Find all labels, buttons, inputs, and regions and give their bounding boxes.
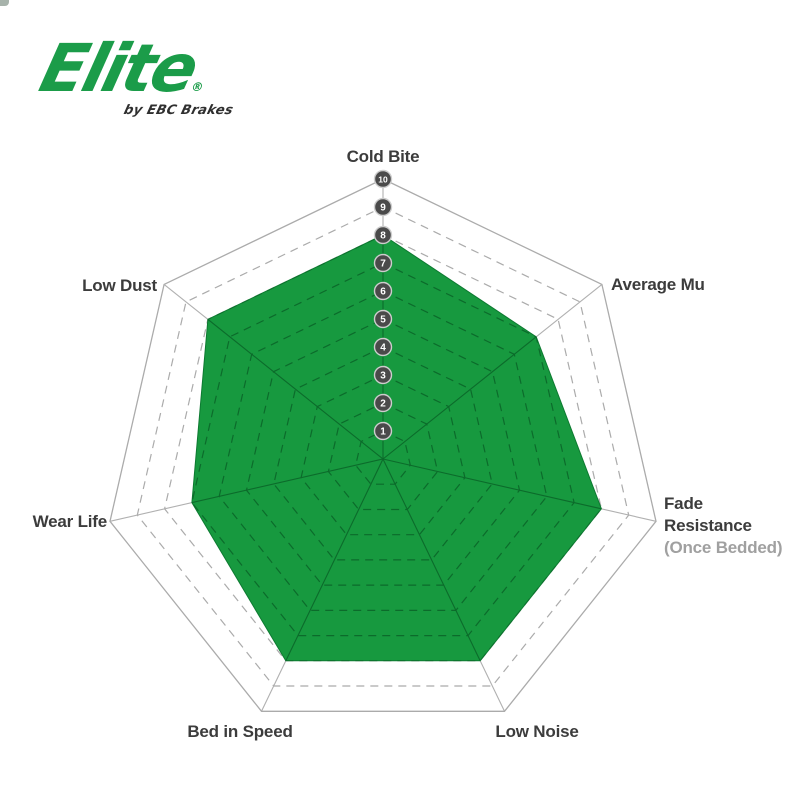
- axis-label-bed-in-speed: Bed in Speed: [187, 722, 292, 741]
- axis-spoke-fade-resistance: [382, 458, 602, 522]
- scale-badge-6: [373, 281, 393, 301]
- scale-badge-3: [373, 365, 393, 385]
- scale-badge-label-8: 8: [380, 231, 386, 242]
- scan-artifact-mark: [0, 0, 9, 6]
- axis-label-fade-resistance: Fade Resistance (Once Bedded): [664, 494, 782, 557]
- axis-sublabel: (Once Bedded): [664, 538, 782, 557]
- scale-ticks: 1 2 3 4 5 6 7 8 9 10: [373, 169, 393, 441]
- axis-label-cold-bite: Cold Bite: [347, 147, 420, 166]
- axis-labels: Cold Bite Average Mu Fade Resistance (Once B…: [33, 147, 783, 741]
- axis-label-low-noise: Low Noise: [495, 722, 578, 741]
- grid-ring-10: [109, 178, 657, 712]
- scale-badge-label-2: 2: [380, 399, 386, 410]
- grid-ring-7: [191, 262, 575, 637]
- axis-label-low-dust: Low Dust: [82, 276, 157, 295]
- grid-ring-4: [273, 346, 493, 561]
- scale-badge-label-6: 6: [380, 287, 386, 298]
- axis-label-line: Resistance: [664, 516, 752, 535]
- grid-ring-9: [136, 206, 630, 687]
- grid-ring-5: [245, 318, 521, 586]
- axis-spoke-bed-in-speed: [261, 458, 384, 661]
- scale-badge-10: [373, 169, 393, 189]
- grid-ring-6: [218, 290, 548, 612]
- scale-badge-label-9: 9: [380, 203, 386, 214]
- axis-label-line: Fade: [664, 494, 703, 513]
- scale-badge-label-5: 5: [380, 315, 386, 326]
- axis-spoke-wear-life: [191, 458, 384, 522]
- grid-ring-8: [163, 234, 603, 662]
- scale-badge-9: [373, 197, 393, 217]
- axis-spoke-low-noise: [382, 458, 505, 661]
- scale-badge-label-3: 3: [380, 371, 386, 382]
- scale-badge-5: [373, 309, 393, 329]
- scale-badge-label-1: 1: [380, 427, 386, 438]
- scale-badge-label-10: 10: [378, 175, 388, 185]
- scale-badge-7: [373, 253, 393, 273]
- scale-badge-4: [373, 337, 393, 357]
- scale-badge-1: [373, 421, 393, 441]
- scale-badge-8: [373, 225, 393, 245]
- scale-badge-label-4: 4: [380, 343, 386, 354]
- axis-label-wear-life: Wear Life: [33, 512, 107, 531]
- scale-badge-2: [373, 393, 393, 413]
- axis-label-average-mu: Average Mu: [611, 275, 705, 294]
- grid-ring-1: [355, 430, 411, 485]
- scale-badge-label-7: 7: [380, 259, 386, 270]
- grid-ring-3: [300, 374, 466, 536]
- grid-ring-2: [327, 402, 439, 511]
